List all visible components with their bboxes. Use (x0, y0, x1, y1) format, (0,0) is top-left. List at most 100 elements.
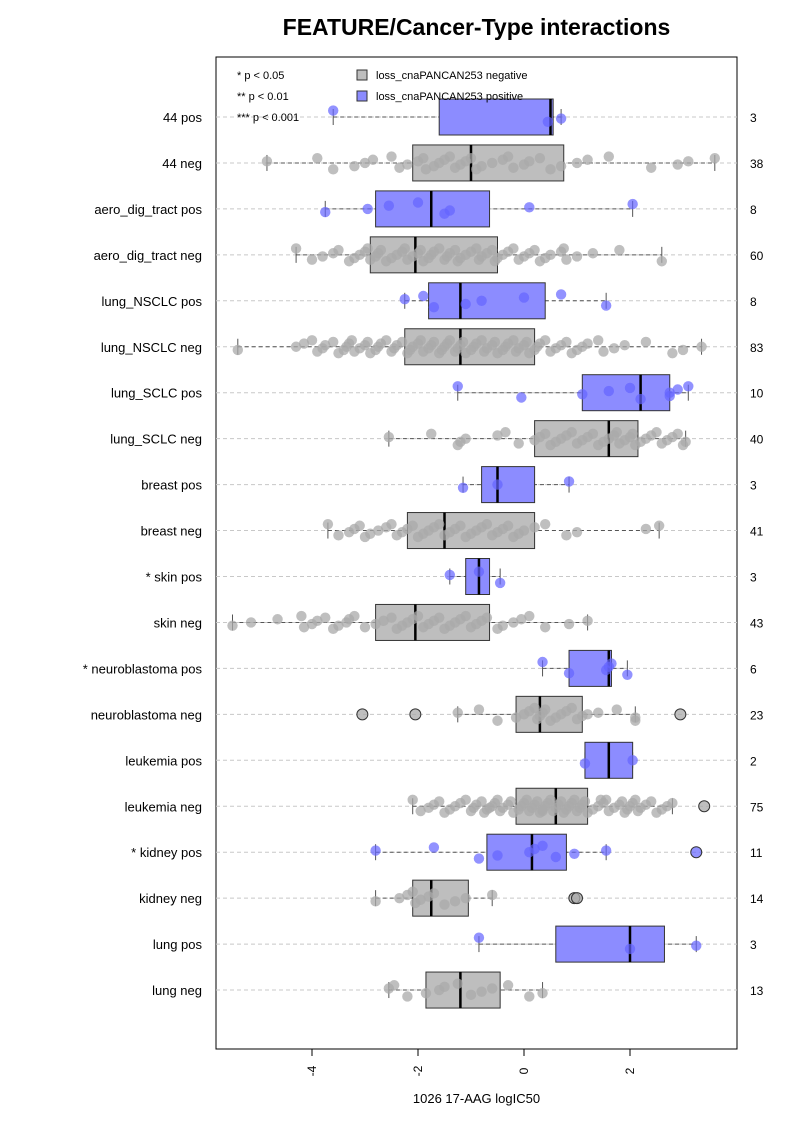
data-point (261, 156, 273, 167)
group-count: 2 (750, 754, 757, 768)
data-point (571, 251, 583, 262)
data-point (561, 254, 572, 265)
data-point (460, 433, 471, 444)
data-point (407, 886, 418, 897)
data-point (362, 243, 373, 254)
group-count: 8 (750, 295, 757, 309)
data-point (709, 152, 720, 164)
data-point (328, 164, 339, 175)
group-count: 8 (750, 203, 757, 217)
data-point (696, 341, 707, 352)
data-point (587, 428, 599, 440)
data-point (290, 341, 302, 352)
group-count: 43 (750, 616, 764, 630)
data-point (354, 520, 365, 531)
data-point (449, 244, 461, 256)
data-point (476, 796, 487, 807)
data-point (537, 805, 548, 817)
data-point (418, 152, 429, 164)
data-point (471, 243, 482, 254)
data-point (508, 162, 519, 173)
data-point (476, 335, 487, 346)
data-point (298, 622, 310, 633)
data-point (635, 393, 646, 405)
data-point (439, 981, 450, 993)
data-point (555, 113, 567, 124)
data-point (529, 244, 540, 256)
data-point (455, 520, 466, 531)
group-count: 75 (750, 800, 764, 814)
data-point (566, 427, 577, 438)
data-point (646, 796, 657, 807)
data-point (646, 162, 657, 173)
data-point (521, 336, 532, 348)
data-point (388, 980, 400, 991)
data-point (320, 339, 331, 351)
data-point (245, 617, 257, 628)
data-point (569, 794, 580, 806)
group-count: 13 (750, 984, 764, 998)
data-point (418, 290, 429, 302)
data-point (640, 336, 652, 348)
data-point (328, 105, 339, 116)
data-point (508, 243, 519, 254)
group-label: lung neg (152, 983, 202, 998)
data-point (452, 978, 463, 989)
data-point (296, 610, 307, 622)
data-point (476, 986, 487, 997)
data-point (420, 988, 432, 999)
legend-pvalue: ** p < 0.01 (237, 91, 289, 103)
data-point (434, 518, 445, 530)
data-point (492, 850, 503, 861)
x-tick-label: 2 (623, 1067, 637, 1074)
data-point (306, 254, 318, 265)
data-point (683, 381, 694, 392)
legend-swatch (356, 90, 368, 102)
data-point (630, 712, 641, 723)
data-point (566, 702, 577, 714)
data-point (540, 622, 551, 633)
data-point (484, 802, 495, 814)
data-point (624, 382, 636, 394)
data-point (667, 347, 678, 359)
data-point (298, 338, 310, 349)
data-point (460, 610, 471, 622)
data-point (328, 336, 339, 348)
data-point (561, 336, 572, 348)
data-point (402, 159, 413, 170)
group-label: * kidney pos (131, 845, 202, 860)
data-point (521, 794, 532, 806)
group-label: leukemia neg (125, 799, 202, 814)
data-point (320, 206, 331, 218)
data-point (508, 335, 519, 346)
data-point (569, 848, 580, 859)
data-point (444, 205, 455, 216)
outlier-point (409, 708, 422, 721)
data-point (518, 525, 530, 536)
data-point (558, 243, 569, 254)
data-point (412, 197, 424, 208)
data-point (561, 530, 572, 541)
outlier-point (690, 846, 703, 859)
data-point (473, 704, 485, 715)
data-point (622, 669, 633, 680)
data-point (656, 256, 667, 267)
group-label: neuroblastoma neg (91, 707, 202, 722)
data-point (317, 251, 328, 262)
data-point (399, 294, 410, 305)
data-point (473, 932, 485, 943)
data-point (579, 796, 591, 807)
data-point (593, 335, 604, 346)
group-label: lung_SCLC pos (111, 386, 203, 401)
data-point (407, 794, 418, 806)
group-label: leukemia pos (125, 753, 202, 768)
data-point (627, 198, 638, 210)
group-label: lung pos (153, 937, 203, 952)
group-label: 44 pos (163, 110, 203, 125)
data-point (550, 851, 561, 863)
data-point (346, 335, 357, 346)
data-point (487, 889, 498, 901)
group-label: 44 neg (162, 156, 202, 171)
data-point (534, 152, 546, 164)
